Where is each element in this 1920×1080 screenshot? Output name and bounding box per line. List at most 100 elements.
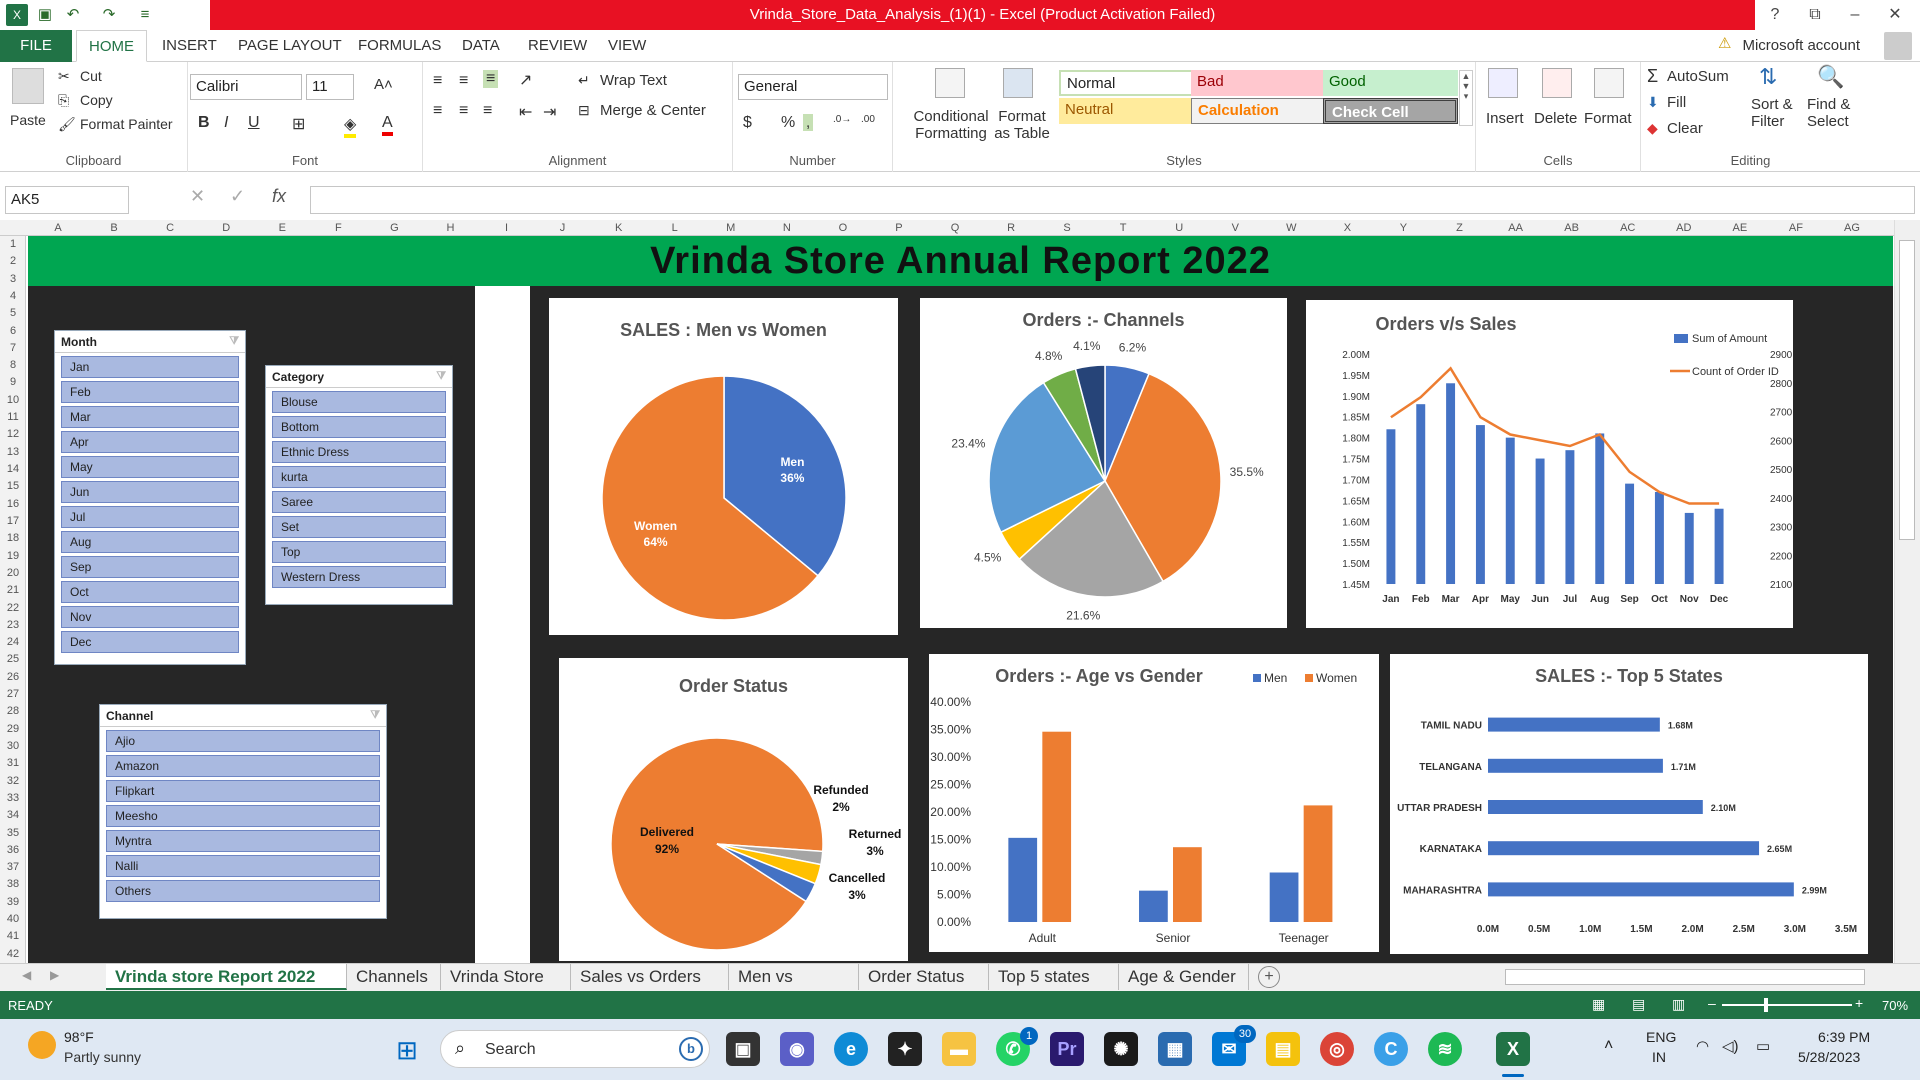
clear-icon[interactable]: ◆ <box>1647 120 1658 136</box>
paste-icon[interactable] <box>12 68 44 104</box>
clock-time[interactable]: 6:39 PM <box>1818 1029 1871 1045</box>
style-good[interactable]: Good <box>1323 70 1458 96</box>
name-box[interactable]: AK5 <box>5 186 129 214</box>
styles-scroll-icon[interactable]: ▲ ▼ ▾ <box>1459 70 1473 126</box>
clear-filter-icon[interactable]: ⧩ <box>229 335 239 347</box>
sheet-tab[interactable]: Vrinda Store <box>441 964 571 990</box>
wrap-text-icon[interactable]: ↵ <box>578 72 590 88</box>
column-header[interactable]: B <box>110 222 118 234</box>
sheet-tab[interactable]: Men vs Women <box>729 964 859 1012</box>
column-header[interactable]: H <box>446 222 455 234</box>
slicer-item[interactable]: Sep <box>61 556 239 578</box>
account-menu[interactable]: Microsoft account <box>1742 37 1860 54</box>
column-header[interactable]: AA <box>1508 222 1523 234</box>
sheet-tab[interactable]: Vrinda store Report 2022 <box>106 964 347 990</box>
increase-decimal-icon[interactable]: .0→ <box>833 114 852 125</box>
men-vs-women-chart[interactable]: SALES : Men vs Women Men 36% Women 64% <box>549 298 898 635</box>
align-center-icon[interactable]: ≡ <box>459 102 469 119</box>
column-header[interactable]: K <box>614 222 623 234</box>
order-status-chart[interactable]: Order Status Delivered 92% Refunded 2% Retur… <box>559 658 908 961</box>
save-icon[interactable]: ▣ <box>37 6 53 23</box>
merge-center-icon[interactable]: ⊟ <box>578 102 590 118</box>
fill-icon[interactable]: ⬇ <box>1647 94 1659 110</box>
row-header[interactable]: 41 <box>6 930 20 943</box>
new-sheet-icon[interactable]: + <box>1258 966 1280 988</box>
row-header[interactable]: 7 <box>9 341 17 354</box>
slicer-item[interactable]: May <box>61 456 239 478</box>
comma-style-icon[interactable]: , <box>803 114 814 131</box>
format-cells-button[interactable]: Format <box>1584 110 1632 127</box>
column-header[interactable]: A <box>54 222 62 234</box>
column-header[interactable]: AE <box>1732 222 1748 234</box>
slicer-item[interactable]: Top <box>272 541 446 563</box>
clear-button[interactable]: Clear <box>1667 120 1703 137</box>
percent-icon[interactable]: % <box>781 114 796 131</box>
style-check-cell[interactable]: Check Cell <box>1323 98 1458 124</box>
column-header[interactable]: Q <box>950 222 960 234</box>
slicer-item[interactable]: Dec <box>61 631 239 653</box>
font-color-icon[interactable]: A <box>382 114 393 136</box>
column-header[interactable]: D <box>222 222 231 234</box>
autosum-icon[interactable]: Σ <box>1647 66 1659 86</box>
edge-icon[interactable]: e <box>834 1032 868 1066</box>
wifi-icon[interactable]: ◠ <box>1696 1038 1710 1055</box>
row-header[interactable]: 42 <box>6 947 20 960</box>
wrap-text-button[interactable]: Wrap Text <box>600 72 667 89</box>
spotify-icon[interactable]: ≋ <box>1428 1032 1462 1066</box>
row-header[interactable]: 36 <box>6 843 20 856</box>
align-top-icon[interactable]: ≡ <box>433 72 443 89</box>
horizontal-scrollbar[interactable] <box>1505 969 1865 985</box>
slicer-item[interactable]: Amazon <box>106 755 380 777</box>
paste-button[interactable]: Paste <box>10 112 46 128</box>
copy-button[interactable]: Copy <box>80 92 113 108</box>
slicer-item[interactable]: Nalli <box>106 855 380 877</box>
row-header[interactable]: 37 <box>6 861 20 874</box>
premiere-pro-icon[interactable]: Pr <box>1050 1032 1084 1066</box>
row-header[interactable]: 27 <box>6 688 20 701</box>
column-header[interactable]: S <box>1063 222 1071 234</box>
category-slicer[interactable]: Category ⧩ Blouse Bottom Ethnic Dress kurta S… <box>265 365 453 605</box>
slicer-item[interactable]: Feb <box>61 381 239 403</box>
row-header[interactable]: 12 <box>6 428 20 441</box>
clear-filter-icon[interactable]: ⧩ <box>436 370 446 382</box>
sort-filter-button[interactable]: Sort & Filter <box>1751 96 1793 130</box>
start-icon[interactable]: ⊞ <box>396 1035 418 1065</box>
vertical-scrollbar[interactable] <box>1894 220 1920 963</box>
row-header[interactable]: 32 <box>6 774 20 787</box>
slicer-item[interactable]: Ethnic Dress <box>272 441 446 463</box>
prev-sheet-icon[interactable]: ◀ <box>22 968 32 982</box>
month-slicer[interactable]: Month ⧩ Jan Feb Mar Apr May Jun Jul Aug Sep Oct Nov… <box>54 330 246 665</box>
number-format-select[interactable]: General <box>738 74 888 100</box>
conditional-formatting-button[interactable]: Conditional Formatting <box>913 108 989 142</box>
column-header[interactable]: X <box>1343 222 1352 234</box>
decrease-decimal-icon[interactable]: .00 <box>861 114 875 125</box>
help-icon[interactable]: ? <box>1770 6 1780 23</box>
style-bad[interactable]: Bad <box>1191 70 1326 96</box>
row-header[interactable]: 23 <box>6 618 20 631</box>
row-header[interactable]: 24 <box>6 636 20 649</box>
tab-home[interactable]: HOME <box>76 30 147 62</box>
column-header[interactable]: V <box>1231 222 1239 234</box>
redo-icon[interactable]: ↷ <box>102 6 116 23</box>
slicer-item[interactable]: Blouse <box>272 391 446 413</box>
column-header[interactable]: Y <box>1399 222 1408 234</box>
grow-font-icon[interactable]: A˄ <box>374 76 393 93</box>
column-header[interactable]: AG <box>1844 222 1860 234</box>
column-header[interactable]: M <box>726 222 736 234</box>
merge-center-button[interactable]: Merge & Center <box>600 102 706 119</box>
task-view-icon[interactable]: ▣ <box>726 1032 760 1066</box>
column-header[interactable]: P <box>895 222 903 234</box>
cut-button[interactable]: Cut <box>80 68 102 84</box>
align-bottom-icon[interactable]: ≡ <box>483 70 499 88</box>
align-left-icon[interactable]: ≡ <box>433 102 443 119</box>
sheet-tab[interactable]: Order Status <box>859 964 989 990</box>
slicer-item[interactable]: Aug <box>61 531 239 553</box>
slicer-item[interactable]: Myntra <box>106 830 380 852</box>
slicer-item[interactable]: Saree <box>272 491 446 513</box>
tab-review[interactable]: REVIEW <box>528 37 588 54</box>
column-header[interactable]: T <box>1119 222 1127 234</box>
row-header[interactable]: 17 <box>6 514 20 527</box>
slicer-item[interactable]: Jul <box>61 506 239 528</box>
format-painter-icon[interactable]: 🖌 <box>58 116 76 132</box>
close-button[interactable]: ✕ <box>1888 6 1902 23</box>
